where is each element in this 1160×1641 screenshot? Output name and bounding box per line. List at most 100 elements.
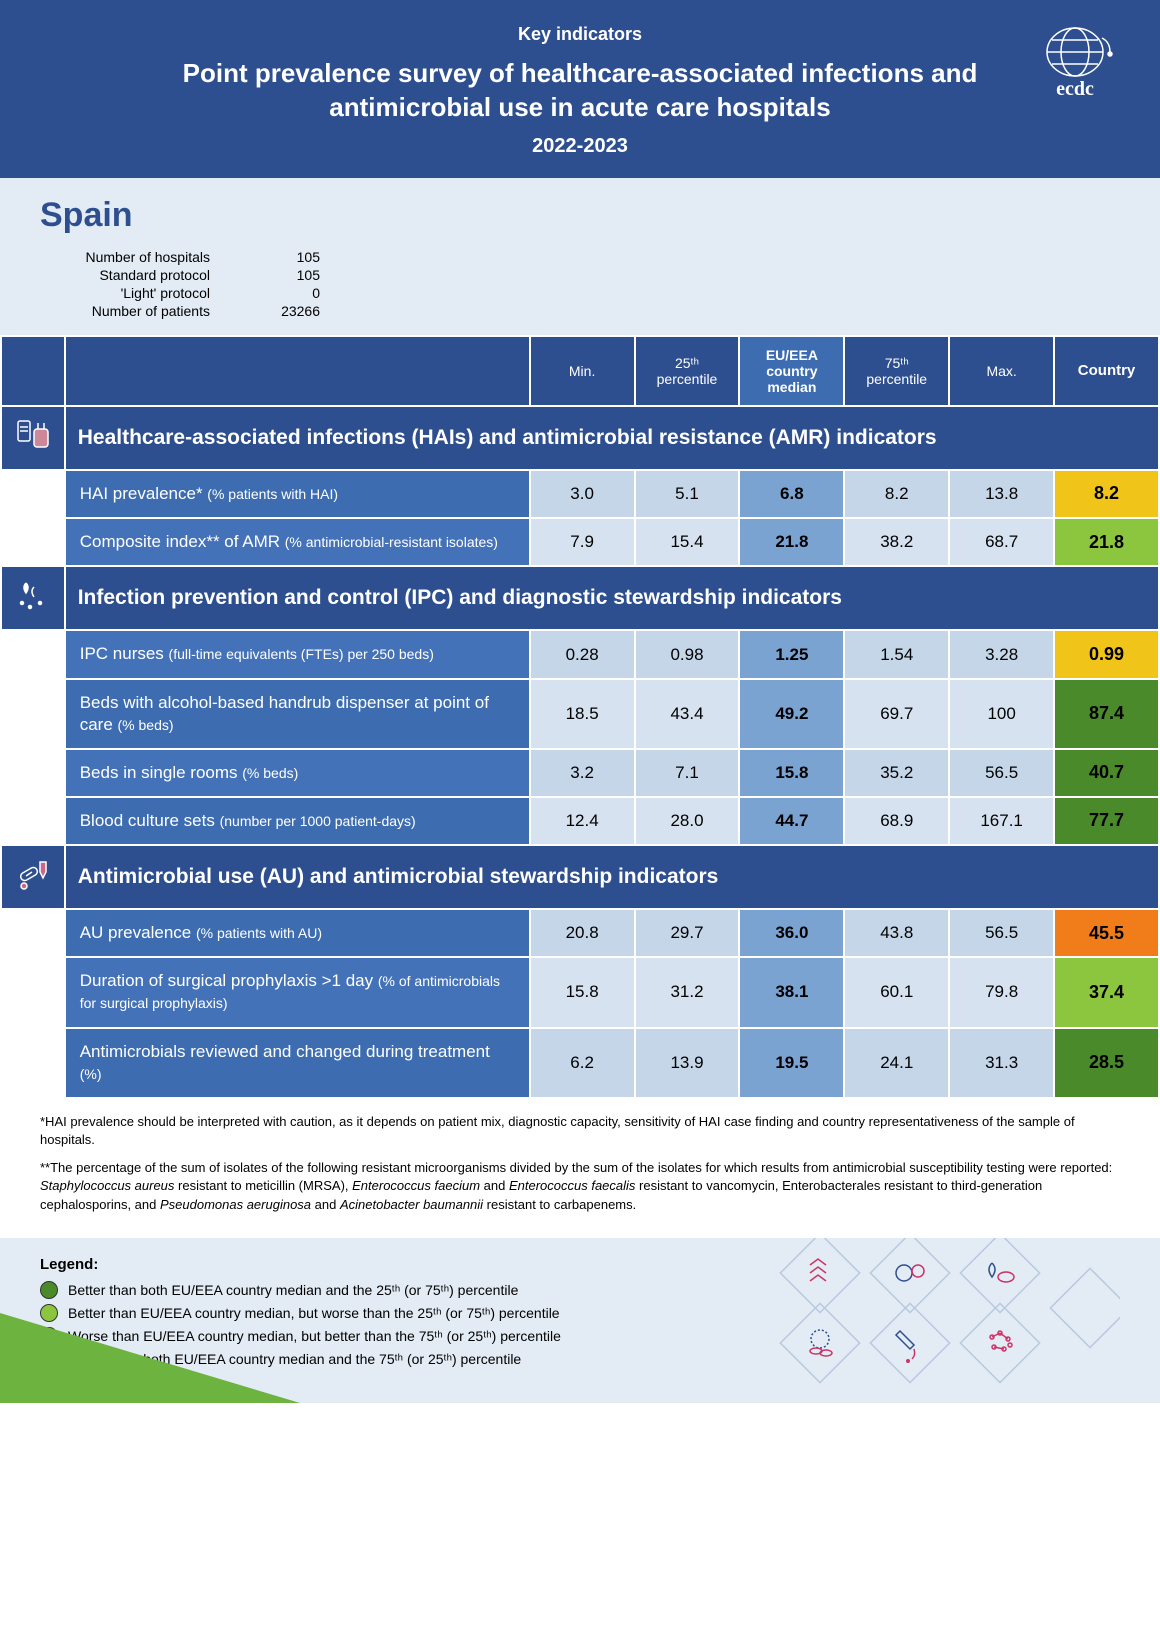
cell-max: 167.1 xyxy=(950,798,1053,844)
stat-label: Number of hospitals xyxy=(40,249,230,265)
stat-value: 105 xyxy=(230,249,320,265)
cell-p25: 5.1 xyxy=(636,471,739,517)
stat-value: 23266 xyxy=(230,303,320,319)
header-key-label: Key indicators xyxy=(40,24,1120,45)
col-max-header: Max. xyxy=(950,337,1053,405)
cell-p75: 35.2 xyxy=(845,750,948,796)
cell-country: 40.7 xyxy=(1055,750,1158,796)
summary-stats: Number of hospitals 105 Standard protoco… xyxy=(40,249,1120,319)
row-icon-spacer xyxy=(2,631,64,677)
cell-p25: 13.9 xyxy=(636,1029,739,1097)
cell-max: 13.8 xyxy=(950,471,1053,517)
ipc-icon xyxy=(2,567,64,629)
col-icon-header xyxy=(2,337,64,405)
cell-p75: 43.8 xyxy=(845,910,948,956)
indicator-label: HAI prevalence* (% patients with HAI) xyxy=(66,471,529,517)
country-summary: Spain Number of hospitals 105 Standard p… xyxy=(0,178,1160,335)
cell-min: 12.4 xyxy=(531,798,634,844)
decorative-icons xyxy=(760,1238,1120,1393)
legend-text: Better than both EU/EEA country median a… xyxy=(68,1282,518,1298)
cell-median: 15.8 xyxy=(740,750,843,796)
ecdc-logo: ecdc xyxy=(1030,20,1120,110)
section-title: Healthcare-associated infections (HAIs) … xyxy=(66,407,1158,469)
row-icon-spacer xyxy=(2,958,64,1026)
col-min-header: Min. xyxy=(531,337,634,405)
indicator-row: Beds with alcohol-based handrub dispense… xyxy=(2,680,1158,748)
footnote-2: **The percentage of the sum of isolates … xyxy=(40,1159,1120,1214)
stat-value: 105 xyxy=(230,267,320,283)
row-icon-spacer xyxy=(2,1029,64,1097)
stat-row: Standard protocol 105 xyxy=(40,267,1120,283)
indicator-label: IPC nurses (full-time equivalents (FTEs)… xyxy=(66,631,529,677)
col-median-header: EU/EEA country median xyxy=(740,337,843,405)
cell-max: 79.8 xyxy=(950,958,1053,1026)
indicator-row: Composite index** of AMR (% antimicrobia… xyxy=(2,519,1158,565)
cell-min: 6.2 xyxy=(531,1029,634,1097)
section-header-row: Infection prevention and control (IPC) a… xyxy=(2,567,1158,629)
indicator-row: AU prevalence (% patients with AU) 20.8 … xyxy=(2,910,1158,956)
cell-median: 6.8 xyxy=(740,471,843,517)
header-title: Point prevalence survey of healthcare-as… xyxy=(40,57,1120,125)
section-title: Antimicrobial use (AU) and antimicrobial… xyxy=(66,846,1158,908)
indicator-row: Beds in single rooms (% beds) 3.2 7.1 15… xyxy=(2,750,1158,796)
cell-country: 0.99 xyxy=(1055,631,1158,677)
legend-block: Legend: Better than both EU/EEA country … xyxy=(0,1238,1160,1403)
cell-min: 7.9 xyxy=(531,519,634,565)
cell-min: 3.2 xyxy=(531,750,634,796)
footnote-1: *HAI prevalence should be interpreted wi… xyxy=(40,1113,1120,1149)
cell-median: 38.1 xyxy=(740,958,843,1026)
cell-p75: 1.54 xyxy=(845,631,948,677)
cell-p75: 24.1 xyxy=(845,1029,948,1097)
cell-max: 56.5 xyxy=(950,750,1053,796)
indicator-label: Antimicrobials reviewed and changed duri… xyxy=(66,1029,529,1097)
header-years: 2022-2023 xyxy=(40,135,1120,158)
cell-p25: 43.4 xyxy=(636,680,739,748)
cell-min: 0.28 xyxy=(531,631,634,677)
section-header-row: Healthcare-associated infections (HAIs) … xyxy=(2,407,1158,469)
cell-country: 77.7 xyxy=(1055,798,1158,844)
cell-p25: 0.98 xyxy=(636,631,739,677)
row-icon-spacer xyxy=(2,798,64,844)
indicator-label: Duration of surgical prophylaxis >1 day … xyxy=(66,958,529,1026)
cell-country: 37.4 xyxy=(1055,958,1158,1026)
cell-p75: 60.1 xyxy=(845,958,948,1026)
row-icon-spacer xyxy=(2,519,64,565)
cell-p25: 28.0 xyxy=(636,798,739,844)
cell-p75: 68.9 xyxy=(845,798,948,844)
cell-median: 36.0 xyxy=(740,910,843,956)
au-icon xyxy=(2,846,64,908)
cell-p25: 29.7 xyxy=(636,910,739,956)
hai-icon xyxy=(2,407,64,469)
cell-median: 44.7 xyxy=(740,798,843,844)
cell-country: 21.8 xyxy=(1055,519,1158,565)
cell-country: 45.5 xyxy=(1055,910,1158,956)
cell-median: 19.5 xyxy=(740,1029,843,1097)
cell-p75: 38.2 xyxy=(845,519,948,565)
stat-value: 0 xyxy=(230,285,320,301)
indicator-label: Composite index** of AMR (% antimicrobia… xyxy=(66,519,529,565)
indicators-table: Min. 25ᵗʰ percentile EU/EEA country medi… xyxy=(0,335,1160,1099)
stat-row: Number of patients 23266 xyxy=(40,303,1120,319)
cell-country: 8.2 xyxy=(1055,471,1158,517)
country-name: Spain xyxy=(40,196,1120,235)
cell-min: 20.8 xyxy=(531,910,634,956)
indicator-label: AU prevalence (% patients with AU) xyxy=(66,910,529,956)
cell-median: 21.8 xyxy=(740,519,843,565)
indicator-label: Beds with alcohol-based handrub dispense… xyxy=(66,680,529,748)
cell-p75: 69.7 xyxy=(845,680,948,748)
cell-p25: 31.2 xyxy=(636,958,739,1026)
cell-p75: 8.2 xyxy=(845,471,948,517)
indicator-row: Blood culture sets (number per 1000 pati… xyxy=(2,798,1158,844)
col-country-header: Country xyxy=(1055,337,1158,405)
cell-median: 49.2 xyxy=(740,680,843,748)
cell-min: 3.0 xyxy=(531,471,634,517)
indicator-row: IPC nurses (full-time equivalents (FTEs)… xyxy=(2,631,1158,677)
row-icon-spacer xyxy=(2,680,64,748)
stat-label: 'Light' protocol xyxy=(40,285,230,301)
stat-row: 'Light' protocol 0 xyxy=(40,285,1120,301)
cell-median: 1.25 xyxy=(740,631,843,677)
row-icon-spacer xyxy=(2,471,64,517)
row-icon-spacer xyxy=(2,910,64,956)
indicator-label: Beds in single rooms (% beds) xyxy=(66,750,529,796)
report-header: Key indicators Point prevalence survey o… xyxy=(0,0,1160,178)
